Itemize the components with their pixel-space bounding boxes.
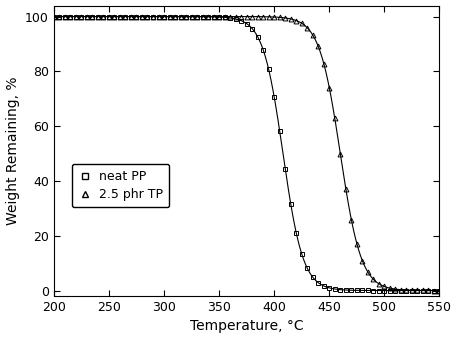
Legend: neat PP, 2.5 phr TP: neat PP, 2.5 phr TP (72, 164, 170, 207)
X-axis label: Temperature, °C: Temperature, °C (190, 319, 303, 334)
Y-axis label: Weight Remaining, %: Weight Remaining, % (5, 77, 20, 225)
